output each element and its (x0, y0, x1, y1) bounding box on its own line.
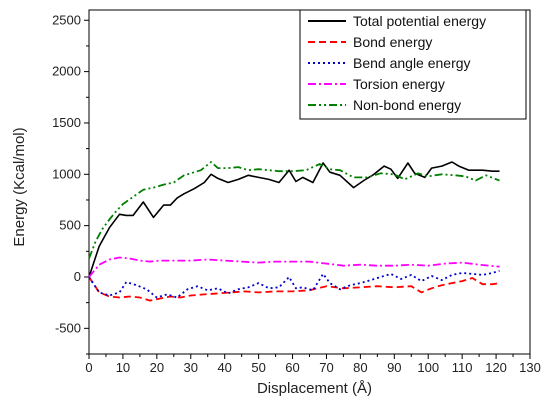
y-tick-label: 1000 (52, 166, 81, 181)
y-tick-label: 1500 (52, 115, 81, 130)
y-tick-label: -500 (55, 320, 81, 335)
x-tick-label: 30 (184, 360, 198, 375)
y-axis-title: Energy (Kcal/mol) (11, 127, 28, 246)
legend-label: Non-bond energy (353, 97, 461, 113)
x-tick-label: 110 (452, 360, 473, 375)
legend-label: Bond energy (353, 34, 432, 50)
x-tick-label: 90 (387, 360, 401, 375)
x-axis-title: Displacement (Å) (257, 380, 372, 397)
y-tick-label: 0 (74, 269, 81, 284)
x-tick-label: 80 (353, 360, 367, 375)
x-tick-label: 120 (485, 360, 507, 375)
y-tick-label: 2500 (52, 12, 81, 27)
series-line-bend-angle-energy (88, 269, 500, 299)
legend-label: Bend angle energy (353, 55, 471, 71)
x-tick-label: 130 (519, 360, 541, 375)
legend-box (299, 9, 527, 120)
x-tick-label: 20 (150, 360, 164, 375)
x-tick-label: 0 (85, 360, 92, 375)
x-tick-label: 40 (217, 360, 231, 375)
y-tick-label: 2000 (52, 64, 81, 79)
x-tick-label: 60 (285, 360, 299, 375)
x-tick-label: 50 (251, 360, 265, 375)
legend-label: Total potential energy (353, 13, 486, 29)
legend-label: Torsion energy (353, 76, 445, 92)
series-line-total-potential-energy (88, 161, 500, 278)
series-line-torsion-energy (88, 256, 500, 278)
y-tick-label: 500 (59, 218, 81, 233)
series-line-non-bond-energy (88, 161, 500, 259)
x-tick-label: 70 (319, 360, 333, 375)
legend: Total potential energy Bond energy Bend an… (299, 9, 527, 120)
series-line-bond-energy (88, 276, 500, 302)
x-tick-label: 100 (417, 360, 439, 375)
x-tick-label: 10 (116, 360, 130, 375)
